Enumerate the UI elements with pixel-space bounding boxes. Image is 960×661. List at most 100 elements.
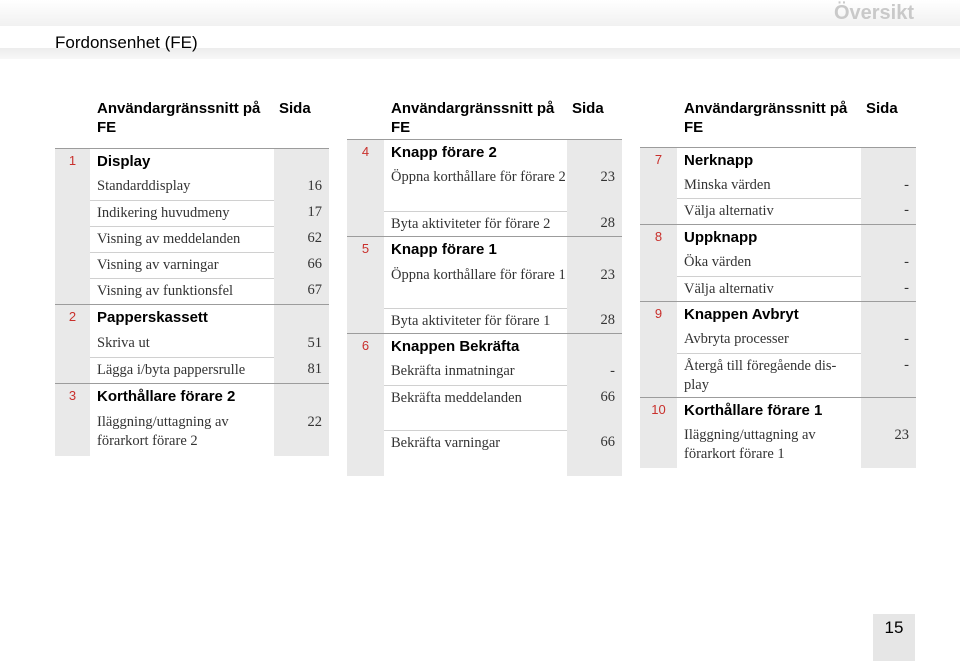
number-header [640, 96, 677, 147]
page-ref [567, 140, 622, 165]
number-cell [347, 430, 384, 476]
item-label: Standarddisplay [90, 174, 274, 200]
table-row: Återgå till föregående dis-play - [640, 353, 916, 397]
top-band [0, 0, 960, 26]
section-row: 3 Korthållare förare 2 [55, 383, 329, 410]
number-cell [640, 173, 677, 198]
overview-table-3: Användargränssnitt på FE Sida 7 Nerknapp Min… [640, 96, 916, 468]
table-row: Välja alternativ - [640, 276, 916, 301]
section-number: 6 [347, 334, 384, 359]
section-label: Display [90, 149, 274, 174]
page-ref [274, 305, 329, 331]
interface-header: Användargränssnitt på FE [677, 96, 861, 147]
item-label: Bekräfta varningar [384, 430, 567, 476]
number-cell [347, 385, 384, 430]
item-label: Visning av meddelanden [90, 226, 274, 252]
table-row: Öppna korthållare för förare 1 23 [347, 263, 622, 308]
page-title: Fordonsenhet (FE) [55, 33, 198, 52]
table-row: Öka värden - [640, 250, 916, 276]
table-row: Bekräfta varningar 66 [347, 430, 622, 476]
page-header: Sida [567, 96, 622, 139]
item-label: Minska värden [677, 173, 861, 198]
table-row: Lägga i/byta pappersrulle 81 [55, 357, 329, 383]
table-row: Standarddisplay 16 [55, 174, 329, 200]
item-label: Byta aktiviteter för förare 1 [384, 308, 567, 333]
overview-table-2: Användargränssnitt på FE Sida 4 Knapp förar… [347, 96, 622, 476]
page-ref: - [861, 198, 916, 224]
item-label: Öppna korthållare för förare 1 [384, 263, 567, 308]
header-rule [0, 48, 960, 59]
page-ref: 28 [567, 211, 622, 236]
section-label: Knappen Bekräfta [384, 334, 567, 359]
table-row: Skriva ut 51 [55, 331, 329, 357]
table-row: Välja alternativ - [640, 198, 916, 224]
section-number: 1 [55, 149, 90, 174]
item-label: Lägga i/byta pappersrulle [90, 357, 274, 383]
number-cell [55, 174, 90, 200]
table-row: Visning av funktionsfel 67 [55, 278, 329, 304]
item-label: Visning av varningar [90, 252, 274, 278]
item-label: Avbryta processer [677, 327, 861, 353]
page-ref [861, 148, 916, 173]
section-row: 5 Knapp förare 1 [347, 236, 622, 263]
section-row: 6 Knappen Bekräfta [347, 333, 622, 359]
interface-header: Användargränssnitt på FE [384, 96, 567, 139]
section-number: 10 [640, 398, 677, 423]
number-cell [347, 359, 384, 385]
section-label: Knapp förare 1 [384, 237, 567, 263]
page-ref: 28 [567, 308, 622, 333]
page-ref: - [861, 173, 916, 198]
page-header: Sida [861, 96, 916, 147]
table-row: Bekräfta meddelanden 66 [347, 385, 622, 430]
item-label: Bekräfta inmatningar [384, 359, 567, 385]
page-ref: 23 [567, 165, 622, 211]
item-label: Iläggning/uttagning av förarkort förare … [90, 410, 274, 456]
section-number: 9 [640, 302, 677, 327]
section-number: 8 [640, 225, 677, 250]
section-row: 9 Knappen Avbryt [640, 301, 916, 327]
number-cell [640, 353, 677, 397]
number-cell [55, 331, 90, 357]
section-number: 5 [347, 237, 384, 263]
item-label: Återgå till föregående dis-play [677, 353, 861, 397]
item-label: Öppna korthållare för förare 2 [384, 165, 567, 211]
section-row: 2 Papperskassett [55, 304, 329, 331]
section-number: 4 [347, 140, 384, 165]
page-ref: 22 [274, 410, 329, 456]
table-row: Bekräfta inmatningar - [347, 359, 622, 385]
item-label: Bekräfta meddelanden [384, 385, 567, 430]
page-ref: - [567, 359, 622, 385]
page-ref: 16 [274, 174, 329, 200]
page-ref: 67 [274, 278, 329, 304]
section-label: Papperskassett [90, 305, 274, 331]
page-ref [861, 302, 916, 327]
item-label: Byta aktiviteter för förare 2 [384, 211, 567, 236]
number-cell [55, 226, 90, 252]
section-label: Knapp förare 2 [384, 140, 567, 165]
section-label: Korthållare förare 2 [90, 384, 274, 410]
number-cell [347, 263, 384, 308]
table-row: Byta aktiviteter för förare 2 28 [347, 211, 622, 236]
item-label: Iläggning/uttagning av förarkort förare … [677, 423, 861, 468]
item-label: Indikering huvudmeny [90, 200, 274, 226]
table-row: Indikering huvudmeny 17 [55, 200, 329, 226]
section-number: 2 [55, 305, 90, 331]
section-row: 10 Korthållare förare 1 [640, 397, 916, 423]
page-ref: 62 [274, 226, 329, 252]
page-ref [567, 334, 622, 359]
table-row: Iläggning/uttagning av förarkort förare … [640, 423, 916, 468]
number-header [347, 96, 384, 139]
item-label: Öka värden [677, 250, 861, 276]
number-cell [640, 250, 677, 276]
number-cell [55, 410, 90, 456]
section-number: 7 [640, 148, 677, 173]
number-cell [55, 357, 90, 383]
page-number: 15 [873, 614, 915, 661]
page-ref: 66 [567, 430, 622, 476]
number-cell [347, 308, 384, 333]
number-cell [640, 198, 677, 224]
page-ref: - [861, 250, 916, 276]
page-ref: 66 [567, 385, 622, 430]
number-cell [55, 200, 90, 226]
page-ref: 66 [274, 252, 329, 278]
